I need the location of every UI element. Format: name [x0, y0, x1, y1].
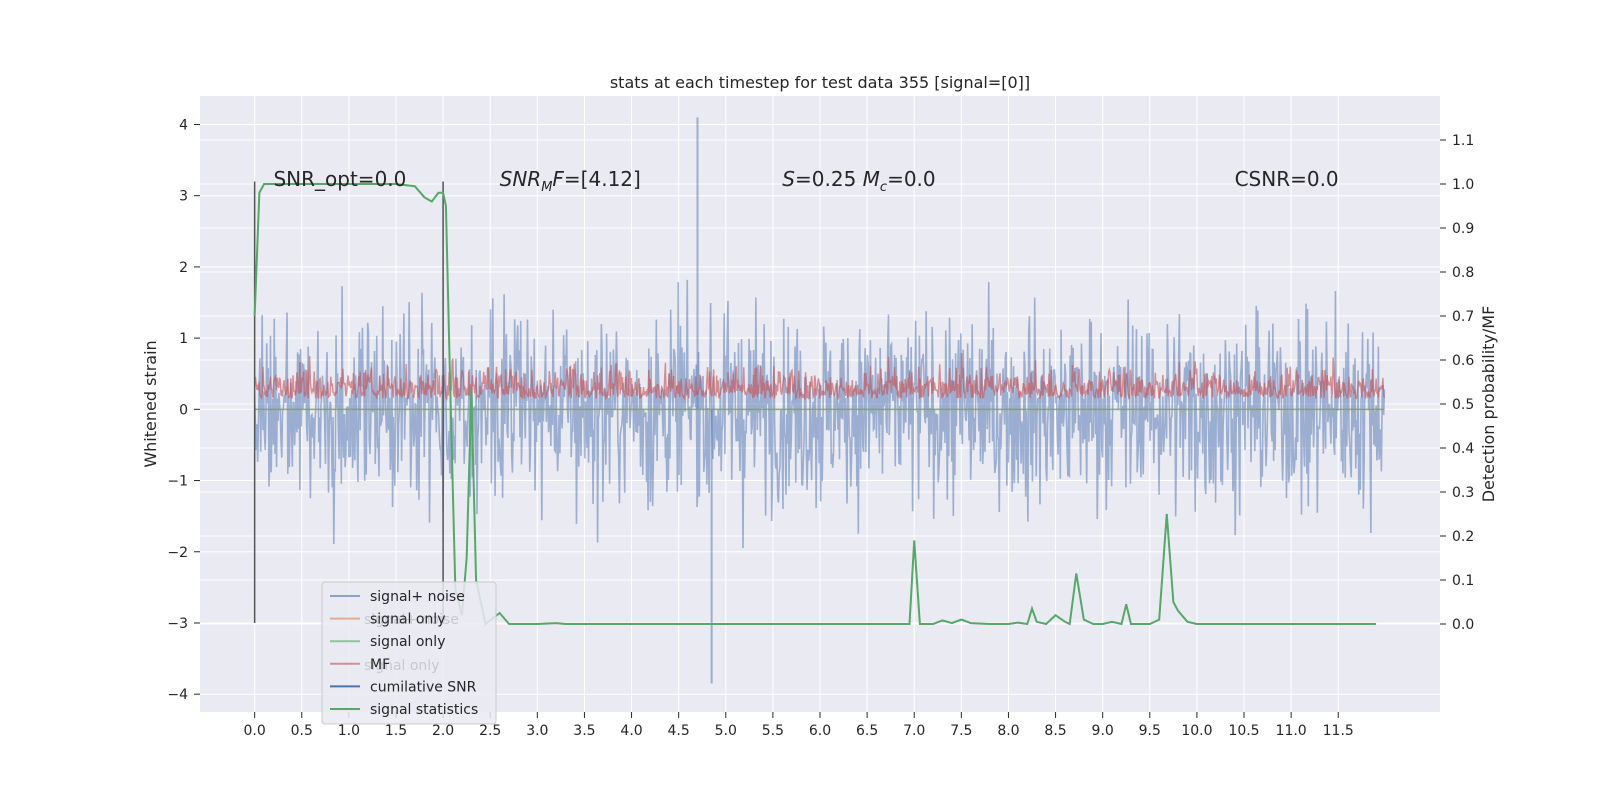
y-right-tick-label: 0.7 — [1452, 309, 1474, 325]
x-tick-label: 6.0 — [809, 723, 831, 739]
x-tick-label: 0.5 — [291, 723, 313, 739]
annotation-snr-mf: SNRMF=[4.12] — [500, 167, 641, 195]
y-left-tick-label: −4 — [167, 687, 188, 703]
y-left-tick-layer: −4 −3 −2 −1 0 1 2 3 4 — [167, 117, 200, 703]
y-right-tick-label: 0.4 — [1452, 441, 1474, 457]
y-left-tick-label: 3 — [179, 189, 188, 205]
legend-label: signal+ noise — [370, 589, 465, 605]
y-right-tick-label: 0.6 — [1452, 353, 1474, 369]
x-tick-label: 11.5 — [1323, 723, 1354, 739]
y-left-tick-label: 2 — [179, 260, 188, 276]
y-left-tick-label: 4 — [179, 117, 188, 133]
x-tick-label: 5.5 — [762, 723, 784, 739]
x-tick-label: 6.5 — [856, 723, 878, 739]
y-left-tick-label: −1 — [167, 474, 188, 490]
legend-overlay-text-2: signal only — [364, 658, 439, 674]
y-right-tick-label: 0.3 — [1452, 485, 1474, 501]
annotation-csnr: CSNR=0.0 — [1235, 167, 1339, 191]
vline-layer — [253, 181, 444, 623]
x-tick-label: 7.0 — [903, 723, 925, 739]
x-tick-label: 9.0 — [1092, 723, 1114, 739]
annotation-s-mc: S=0.25 Mc=0.0 — [782, 167, 935, 195]
signal-statistics-line — [253, 183, 1376, 626]
x-tick-label: 2.0 — [432, 723, 454, 739]
y-right-tick-label: 0.0 — [1452, 617, 1474, 633]
y-right-tick-label: 0.5 — [1452, 397, 1474, 413]
y-left-tick-label: −3 — [167, 616, 188, 632]
y-right-tick-label: 0.8 — [1452, 265, 1474, 281]
annotation-snr-opt: SNR_opt=0.0 — [273, 167, 406, 191]
y-left-tick-label: 0 — [179, 402, 188, 418]
legend-label: signal only — [370, 612, 445, 628]
x-tick-label: 2.5 — [479, 723, 501, 739]
x-tick-label: 10.0 — [1181, 723, 1212, 739]
y-right-tick-label: 0.1 — [1452, 573, 1474, 589]
x-tick-label: 5.0 — [715, 723, 737, 739]
x-tick-label: 10.5 — [1228, 723, 1259, 739]
x-tick-label: 8.5 — [1044, 723, 1066, 739]
y-axis-left-label: Whitened strain — [141, 340, 160, 467]
legend: signal+ noise signal only signal+ noises… — [321, 581, 497, 725]
y-right-tick-label: 0.2 — [1452, 529, 1474, 545]
legend-overlay-text-1: signal+ noise — [364, 612, 459, 628]
y-right-tick-layer: 0.0 0.1 0.2 0.3 0.4 0.5 0.6 0.7 0.8 0.9 1.0 1.1 — [1440, 133, 1474, 633]
y-right-tick-label: 1.1 — [1452, 133, 1474, 149]
x-tick-label: 7.5 — [950, 723, 972, 739]
annotation-layer: SNR_opt=0.0 SNRMF=[4.12] S=0.25 Mc=0.0 C… — [273, 167, 1338, 195]
legend-label: cumilative SNR — [370, 679, 477, 695]
y-right-tick-label: 0.9 — [1452, 221, 1474, 237]
x-tick-label: 4.0 — [620, 723, 642, 739]
x-tick-label: 3.5 — [573, 723, 595, 739]
y-left-tick-label: −2 — [167, 545, 188, 561]
signal-statistics-layer — [253, 183, 1376, 626]
x-tick-label: 1.0 — [338, 723, 360, 739]
chart-title: stats at each timestep for test data 355… — [610, 73, 1030, 92]
legend-label: signal only — [370, 634, 445, 650]
x-tick-label: 8.0 — [997, 723, 1019, 739]
y-left-tick-label: 1 — [179, 331, 188, 347]
legend-box — [321, 581, 497, 725]
legend-label: MF — [370, 657, 390, 673]
x-tick-layer: 0.0 0.5 1.0 1.5 2.0 2.5 3.0 3.5 4.0 4.5 5.0 5.5 6.0 6… — [244, 712, 1354, 739]
y-right-tick-label: 1.0 — [1452, 177, 1474, 193]
x-tick-label: 0.0 — [244, 723, 266, 739]
x-tick-label: 4.5 — [668, 723, 690, 739]
x-tick-label: 1.5 — [385, 723, 407, 739]
x-tick-label: 3.0 — [526, 723, 548, 739]
x-tick-label: 11.0 — [1276, 723, 1307, 739]
legend-label: signal statistics — [370, 702, 478, 718]
y-axis-right-label: Detection probability/MF — [1479, 306, 1498, 503]
x-tick-label: 9.5 — [1139, 723, 1161, 739]
